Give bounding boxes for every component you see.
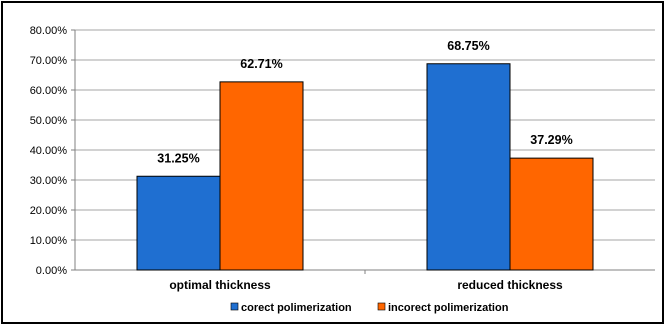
- bar: [136, 175, 221, 271]
- y-tick-label: 30.00%: [30, 175, 68, 187]
- data-label: 68.75%: [447, 39, 489, 53]
- y-tick-label: 70.00%: [30, 55, 68, 67]
- y-tick-label: 20.00%: [30, 205, 68, 217]
- legend-label: incorect polimerization: [388, 302, 509, 314]
- category-label: reduced thickness: [457, 278, 563, 292]
- y-tick-label: 60.00%: [30, 85, 68, 97]
- y-tick-label: 80.00%: [30, 25, 68, 37]
- y-tick-label: 50.00%: [30, 115, 68, 127]
- bar: [509, 157, 594, 271]
- data-label: 31.25%: [157, 151, 199, 165]
- bar: [426, 63, 511, 271]
- legend-swatch: [377, 302, 386, 311]
- category-label: optimal thickness: [169, 278, 271, 292]
- data-label: 62.71%: [240, 57, 282, 71]
- data-label: 37.29%: [530, 133, 572, 147]
- y-tick-label: 10.00%: [30, 235, 68, 247]
- legend-swatch: [230, 302, 239, 311]
- legend-label: corect polimerization: [241, 302, 352, 314]
- bar: [219, 81, 304, 271]
- y-tick-label: 40.00%: [30, 145, 68, 157]
- y-tick-label: 0.00%: [36, 265, 67, 277]
